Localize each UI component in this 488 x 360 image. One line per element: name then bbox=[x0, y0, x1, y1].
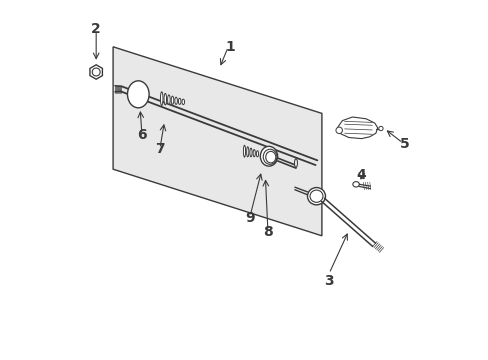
Ellipse shape bbox=[127, 81, 149, 108]
Text: 3: 3 bbox=[324, 274, 333, 288]
Polygon shape bbox=[90, 65, 102, 79]
Circle shape bbox=[335, 127, 342, 134]
Ellipse shape bbox=[309, 190, 322, 202]
Text: 6: 6 bbox=[137, 128, 146, 142]
Ellipse shape bbox=[294, 159, 297, 167]
Ellipse shape bbox=[171, 96, 173, 104]
Text: 2: 2 bbox=[91, 22, 101, 36]
Ellipse shape bbox=[307, 188, 325, 205]
Text: 4: 4 bbox=[356, 168, 366, 181]
Ellipse shape bbox=[253, 149, 255, 157]
Ellipse shape bbox=[265, 152, 275, 163]
Text: 5: 5 bbox=[399, 137, 409, 151]
Text: 8: 8 bbox=[263, 225, 272, 239]
Ellipse shape bbox=[256, 151, 258, 157]
Text: 1: 1 bbox=[225, 40, 235, 54]
Ellipse shape bbox=[243, 145, 245, 157]
Ellipse shape bbox=[246, 147, 248, 157]
Ellipse shape bbox=[178, 98, 181, 104]
Circle shape bbox=[92, 68, 100, 76]
Ellipse shape bbox=[175, 97, 177, 104]
Ellipse shape bbox=[352, 182, 359, 187]
Ellipse shape bbox=[167, 95, 170, 105]
Ellipse shape bbox=[260, 147, 277, 166]
Ellipse shape bbox=[249, 148, 251, 157]
Text: 9: 9 bbox=[244, 211, 254, 225]
Ellipse shape bbox=[160, 92, 163, 105]
Polygon shape bbox=[337, 117, 377, 139]
Text: 7: 7 bbox=[155, 143, 164, 156]
Ellipse shape bbox=[263, 149, 276, 164]
Circle shape bbox=[378, 126, 382, 131]
Polygon shape bbox=[113, 47, 321, 236]
Ellipse shape bbox=[163, 94, 166, 105]
Ellipse shape bbox=[182, 99, 184, 105]
